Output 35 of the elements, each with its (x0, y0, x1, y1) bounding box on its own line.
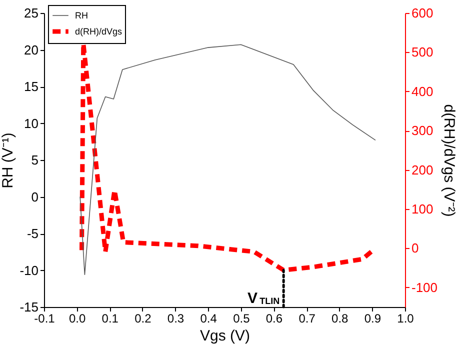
y-tick-label: -5 (26, 226, 38, 241)
y2-tick-label: -100 (412, 280, 438, 295)
x-tick-label: 0.2 (134, 312, 152, 326)
x-tick-label: 1.0 (397, 312, 414, 326)
x-tick-label: 0.4 (200, 312, 218, 326)
x-tick-label: -0.1 (34, 312, 56, 326)
x-tick-label: 0.6 (266, 312, 283, 326)
y2-tick-label: 100 (412, 202, 434, 216)
legend-label: RH (75, 10, 88, 20)
y-tick-label: 25 (24, 6, 38, 20)
x-tick-label: 0.0 (68, 312, 86, 326)
y-tick-label: 10 (24, 116, 38, 131)
y2-tick-label: 200 (412, 162, 434, 178)
y-tick-label: -15 (20, 300, 38, 314)
y-tick-label: -10 (20, 262, 38, 278)
y-axis-title: RH (V⁻¹) (0, 132, 17, 188)
ref-line-label: VTLIN (248, 290, 280, 307)
y2-tick-label: 500 (412, 44, 434, 60)
x-tick-label: 0.5 (233, 312, 250, 326)
legend-label: d(RH)/dVgs (75, 26, 123, 36)
y2-tick-label: 0 (412, 240, 419, 256)
y-tick-label: 15 (24, 79, 38, 94)
x-axis-title: Vgs (V) (200, 328, 250, 344)
y2-tick-label: 300 (412, 123, 434, 138)
x-tick-label: 0.9 (364, 312, 382, 326)
y2-tick-label: 600 (412, 6, 434, 20)
y2-tick-label: 400 (412, 84, 434, 99)
y2-axis-title: d(RH)/dVgs (V⁻²) (440, 104, 458, 217)
x-tick-label: 0.8 (332, 312, 349, 326)
y-tick-label: 20 (24, 42, 38, 58)
y-tick-label: 5 (31, 152, 38, 168)
y-tick-label: 0 (31, 189, 38, 204)
x-tick-label: 0.3 (167, 312, 184, 326)
x-tick-label: 0.1 (102, 312, 119, 326)
x-tick-label: 0.7 (298, 312, 316, 326)
